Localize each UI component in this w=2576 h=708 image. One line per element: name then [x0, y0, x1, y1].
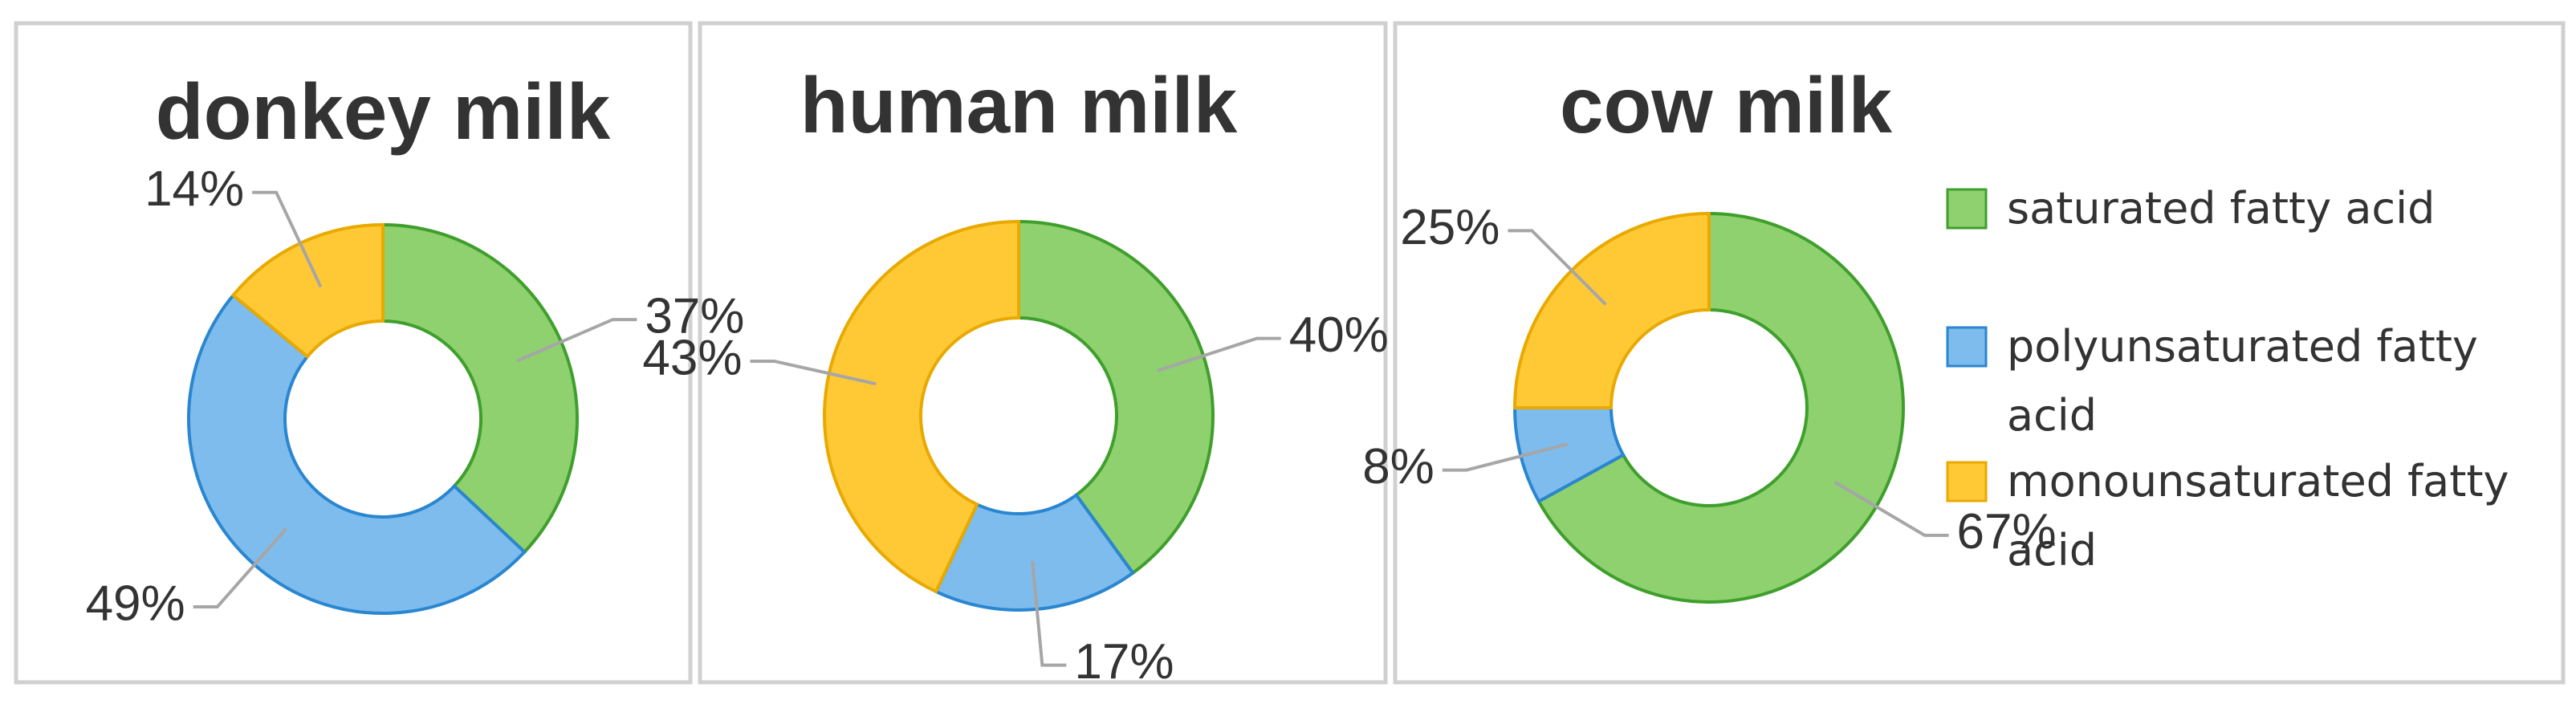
data-label: 40%: [1289, 307, 1389, 363]
leader-line: [1833, 480, 1949, 537]
donut-segment: [1536, 211, 1905, 604]
chart-title: donkey milk: [156, 67, 611, 156]
data-label: 67%: [1957, 504, 2057, 559]
leader-line: [252, 190, 323, 288]
donut-segment: [823, 219, 1020, 594]
data-label: 37%: [645, 288, 744, 344]
leader-line: [193, 527, 288, 609]
leader-line: [1031, 561, 1067, 667]
data-label: 43%: [642, 330, 742, 385]
donut-segment: [1017, 219, 1215, 576]
legend-label: monounsaturated fatty acid: [2007, 456, 2509, 576]
panel: [14, 21, 693, 685]
legend-label: polyunsaturated fatty acid: [2007, 321, 2478, 441]
panel: [698, 21, 1388, 685]
legend-swatch: [1946, 326, 1988, 368]
leader-line: [1157, 336, 1281, 372]
donut-segment: [381, 222, 579, 555]
legend-swatch: [1946, 461, 1988, 503]
leader-line: [516, 318, 637, 363]
data-label: 25%: [1400, 200, 1500, 255]
donut-segment: [934, 492, 1136, 612]
leader-line: [750, 359, 877, 386]
donut-segment: [187, 292, 527, 615]
chart-title: cow milk: [1560, 61, 1892, 149]
data-label: 49%: [86, 576, 185, 631]
chart-title: human milk: [800, 61, 1238, 149]
donut-segment: [1512, 211, 1711, 409]
donut-segment: [230, 222, 385, 360]
legend-label: saturated fatty acid: [2007, 183, 2436, 234]
panel: [1393, 21, 2566, 685]
data-label: 17%: [1074, 634, 1174, 690]
data-label: 14%: [144, 161, 244, 217]
legend-swatch: [1946, 188, 1988, 230]
leader-line: [1508, 229, 1607, 306]
data-label: 8%: [1362, 439, 1435, 494]
leader-line: [1442, 442, 1569, 472]
